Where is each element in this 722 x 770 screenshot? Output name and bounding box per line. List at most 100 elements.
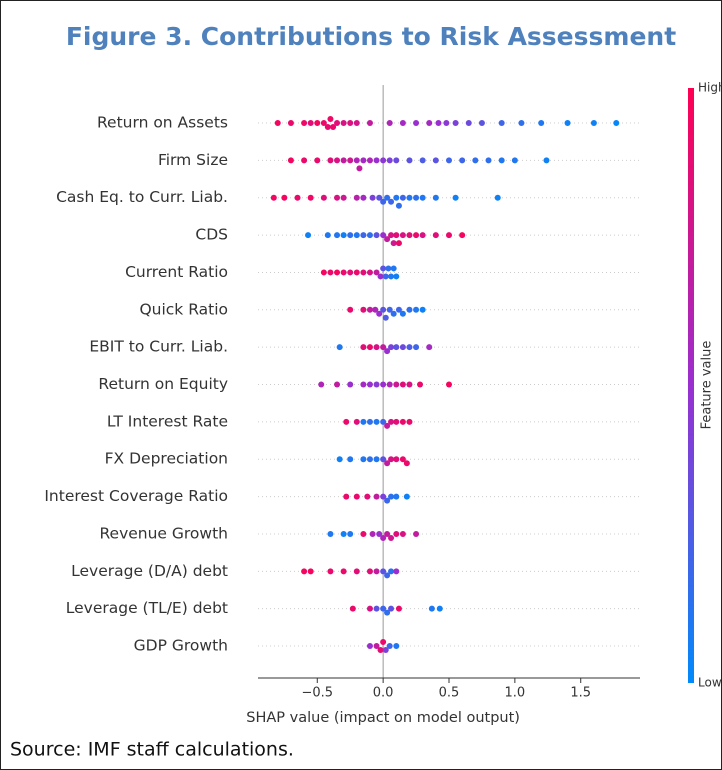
feature-label: LT Interest Rate — [107, 412, 228, 430]
shap-point — [318, 381, 325, 388]
shap-point — [327, 530, 334, 537]
shap-point — [373, 269, 380, 276]
shap-point — [314, 120, 321, 126]
feature-label: Return on Assets — [97, 114, 228, 132]
shap-point — [406, 418, 413, 425]
shap-point — [388, 605, 395, 612]
shap-point — [388, 273, 395, 280]
colorbar-high: High — [698, 81, 722, 95]
shap-point — [366, 232, 373, 239]
shap-point — [413, 232, 420, 239]
shap-point — [360, 269, 367, 276]
shap-point — [386, 306, 393, 313]
shap-point — [399, 344, 406, 351]
shap-point — [356, 165, 363, 172]
shap-point — [395, 605, 402, 612]
shap-point — [413, 344, 420, 351]
shap-point — [393, 344, 400, 351]
shap-point — [465, 120, 472, 126]
shap-point — [372, 306, 379, 313]
shap-point — [399, 194, 406, 201]
shap-point — [384, 497, 391, 504]
shap-point — [360, 530, 367, 537]
shap-point — [364, 493, 371, 500]
shap-point — [393, 643, 400, 650]
shap-point — [353, 120, 360, 126]
shap-point — [406, 306, 413, 313]
shap-point — [320, 194, 327, 201]
shap-point — [340, 269, 347, 276]
feature-label: Quick Ratio — [139, 300, 228, 318]
shap-point — [270, 194, 277, 201]
feature-label: Interest Coverage Ratio — [44, 487, 228, 505]
shap-point — [380, 605, 387, 612]
shap-point — [446, 157, 452, 164]
shap-point — [419, 194, 426, 201]
shap-point — [324, 124, 331, 130]
shap-point — [399, 120, 406, 126]
shap-point — [373, 418, 380, 425]
shap-point — [399, 232, 406, 239]
shap-point — [393, 418, 400, 425]
shap-point — [340, 120, 347, 126]
shap-point — [353, 269, 360, 276]
shap-point — [426, 344, 433, 351]
shap-point — [353, 418, 360, 425]
shap-point — [353, 157, 360, 164]
shap-point — [413, 194, 420, 201]
shap-point — [369, 194, 376, 201]
shap-point — [498, 120, 505, 126]
shap-point — [334, 269, 341, 276]
shap-point — [353, 194, 360, 201]
shap-point — [366, 605, 373, 612]
feature-label: Cash Eq. to Curr. Liab. — [56, 188, 228, 206]
shap-point — [380, 534, 387, 541]
feature-label: Leverage (D/A) debt — [71, 562, 228, 580]
shap-point — [388, 232, 395, 239]
feature-label: CDS — [195, 226, 228, 244]
shap-point — [395, 202, 402, 209]
shap-point — [380, 265, 387, 272]
shap-point — [413, 120, 420, 126]
colorbar — [688, 88, 694, 683]
shap-point — [366, 456, 373, 463]
shap-point — [426, 120, 433, 126]
shap-point — [380, 344, 387, 351]
shap-point — [419, 306, 426, 313]
shap-point — [343, 418, 350, 425]
shap-point — [340, 232, 347, 239]
shap-point — [406, 232, 413, 239]
shap-point — [373, 157, 380, 164]
shap-point — [366, 157, 373, 164]
shap-point — [343, 493, 350, 500]
shap-point — [393, 568, 400, 575]
shap-point — [366, 269, 373, 276]
shap-point — [613, 120, 620, 126]
shap-point — [327, 568, 334, 575]
shap-point — [446, 232, 452, 239]
shap-point — [327, 269, 334, 276]
shap-point — [395, 240, 402, 247]
shap-point — [388, 493, 395, 500]
shap-point — [384, 236, 391, 243]
shap-point — [419, 232, 426, 239]
shap-point — [478, 120, 485, 126]
shap-point — [419, 157, 426, 164]
shap-point — [347, 306, 354, 313]
shap-point — [380, 306, 387, 313]
feature-label: FX Depreciation — [105, 450, 228, 468]
shap-point — [340, 194, 347, 201]
shap-point — [366, 643, 373, 650]
shap-point — [384, 609, 391, 616]
shap-point — [353, 568, 360, 575]
shap-point — [384, 348, 391, 355]
shap-point — [388, 534, 395, 541]
shap-point — [386, 157, 393, 164]
colorbar-low: Low — [698, 676, 722, 690]
shap-point — [366, 381, 373, 388]
shap-point — [301, 120, 308, 126]
shap-point — [386, 381, 393, 388]
shap-point — [390, 240, 397, 247]
shap-point — [393, 232, 400, 239]
shap-point — [347, 269, 354, 276]
